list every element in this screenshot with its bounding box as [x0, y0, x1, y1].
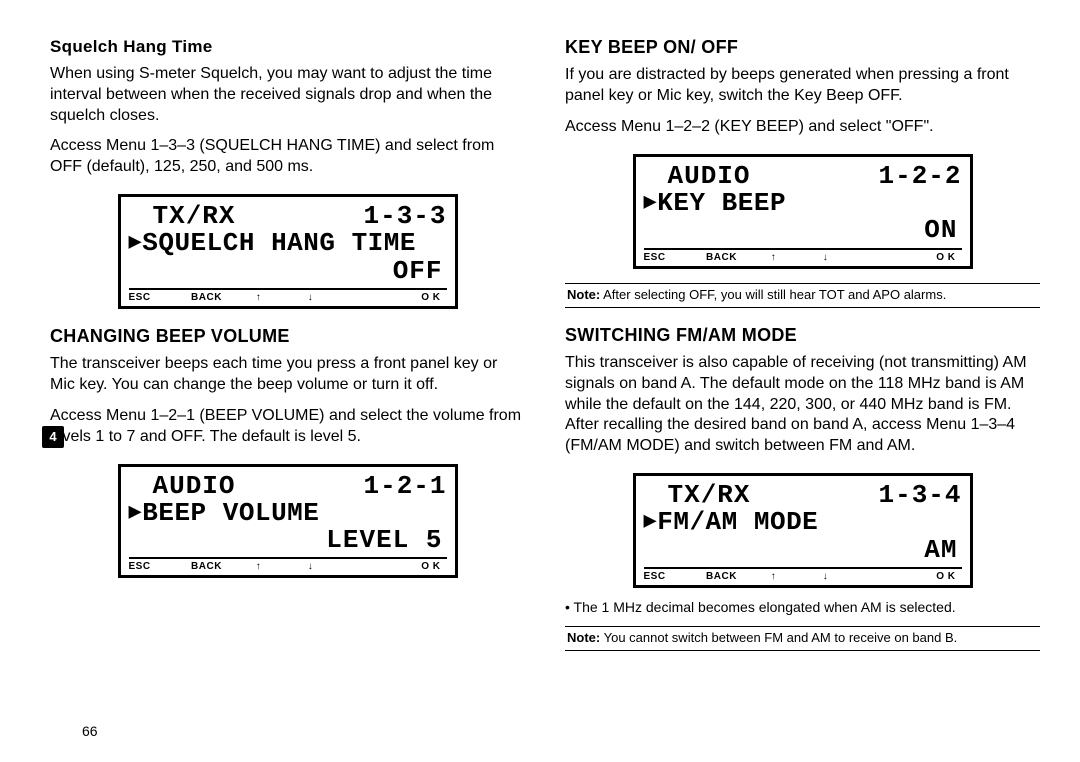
softkey: ↑ [748, 251, 800, 264]
list-item: The 1 MHz decimal becomes elongated when… [579, 598, 1040, 616]
softkey: ESC [129, 291, 181, 304]
section-title: KEY BEEP ON/ OFF [565, 36, 1040, 59]
softkey: O K [904, 570, 962, 583]
lcd-item: KEY BEEP [657, 188, 786, 218]
softkey: BACK [696, 251, 748, 264]
softkey: BACK [181, 560, 233, 573]
lcd-display: TX/RX 1-3-4 ▶FM/AM MODE AM ESC BACK ↑ ↓ … [633, 473, 973, 588]
body-text: If you are distracted by beeps generated… [565, 65, 1040, 107]
lcd-menu-num: 1-3-3 [363, 203, 446, 230]
lcd-softkeys: ESC BACK ↑ ↓ O K [644, 567, 962, 583]
lcd-category: TX/RX [644, 482, 751, 509]
lcd-category: AUDIO [129, 473, 236, 500]
softkey [337, 291, 389, 304]
pointer-icon: ▶ [129, 230, 143, 255]
note-text: You cannot switch between FM and AM to r… [604, 630, 958, 645]
lcd-menu-num: 1-3-4 [878, 482, 961, 509]
body-text: When using S-meter Squelch, you may want… [50, 64, 525, 126]
lcd-display: TX/RX 1-3-3 ▶SQUELCH HANG TIME OFF ESC B… [118, 194, 458, 309]
softkey: O K [904, 251, 962, 264]
softkey: ↑ [233, 560, 285, 573]
pointer-icon: ▶ [644, 190, 658, 215]
body-text: Access Menu 1–2–1 (BEEP VOLUME) and sele… [50, 406, 525, 448]
page-content: Squelch Hang Time When using S-meter Squ… [50, 30, 1040, 742]
softkey: ESC [129, 560, 181, 573]
body-text: Access Menu 1–2–2 (KEY BEEP) and select … [565, 117, 1040, 138]
softkey: ↓ [285, 291, 337, 304]
lcd-value: ON [644, 217, 962, 244]
lcd-softkeys: ESC BACK ↑ ↓ O K [129, 557, 447, 573]
lcd-category: AUDIO [644, 163, 751, 190]
softkey [852, 251, 904, 264]
softkey: ESC [644, 251, 696, 264]
lcd-item: FM/AM MODE [657, 507, 818, 537]
body-text: This transceiver is also capable of rece… [565, 353, 1040, 457]
softkey: ↓ [800, 570, 852, 583]
note-text: After selecting OFF, you will still hear… [603, 287, 946, 302]
pointer-icon: ▶ [129, 500, 143, 525]
softkey: ↓ [800, 251, 852, 264]
body-text: The transceiver beeps each time you pres… [50, 354, 525, 396]
page-number: 66 [82, 722, 98, 740]
section-title: CHANGING BEEP VOLUME [50, 325, 525, 348]
body-text: Access Menu 1–3–3 (SQUELCH HANG TIME) an… [50, 136, 525, 178]
bullet-list: The 1 MHz decimal becomes elongated when… [565, 598, 1040, 616]
softkey: O K [389, 291, 447, 304]
softkey: O K [389, 560, 447, 573]
section-title: SWITCHING FM/AM MODE [565, 324, 1040, 347]
softkey: BACK [181, 291, 233, 304]
lcd-value: OFF [129, 258, 447, 285]
softkey: ↑ [748, 570, 800, 583]
softkey: ↓ [285, 560, 337, 573]
note-box: Note: After selecting OFF, you will stil… [565, 283, 1040, 308]
lcd-item: SQUELCH HANG TIME [142, 228, 416, 258]
pointer-icon: ▶ [644, 509, 658, 534]
softkey [337, 560, 389, 573]
lcd-value: LEVEL 5 [129, 527, 447, 554]
lcd-display: AUDIO 1-2-2 ▶KEY BEEP ON ESC BACK ↑ ↓ O … [633, 154, 973, 269]
lcd-item: BEEP VOLUME [142, 498, 319, 528]
softkey: BACK [696, 570, 748, 583]
lcd-value: AM [644, 537, 962, 564]
softkey: ESC [644, 570, 696, 583]
note-label: Note: [567, 287, 600, 302]
note-label: Note: [567, 630, 600, 645]
lcd-menu-num: 1-2-2 [878, 163, 961, 190]
lcd-softkeys: ESC BACK ↑ ↓ O K [644, 248, 962, 264]
lcd-display: AUDIO 1-2-1 ▶BEEP VOLUME LEVEL 5 ESC BAC… [118, 464, 458, 579]
lcd-menu-num: 1-2-1 [363, 473, 446, 500]
lcd-softkeys: ESC BACK ↑ ↓ O K [129, 288, 447, 304]
chapter-tab: 4 [42, 426, 64, 448]
note-box: Note: You cannot switch between FM and A… [565, 626, 1040, 651]
lcd-category: TX/RX [129, 203, 236, 230]
right-column: KEY BEEP ON/ OFF If you are distracted b… [565, 30, 1040, 742]
left-column: Squelch Hang Time When using S-meter Squ… [50, 30, 525, 742]
softkey [852, 570, 904, 583]
softkey: ↑ [233, 291, 285, 304]
section-title: Squelch Hang Time [50, 36, 525, 58]
